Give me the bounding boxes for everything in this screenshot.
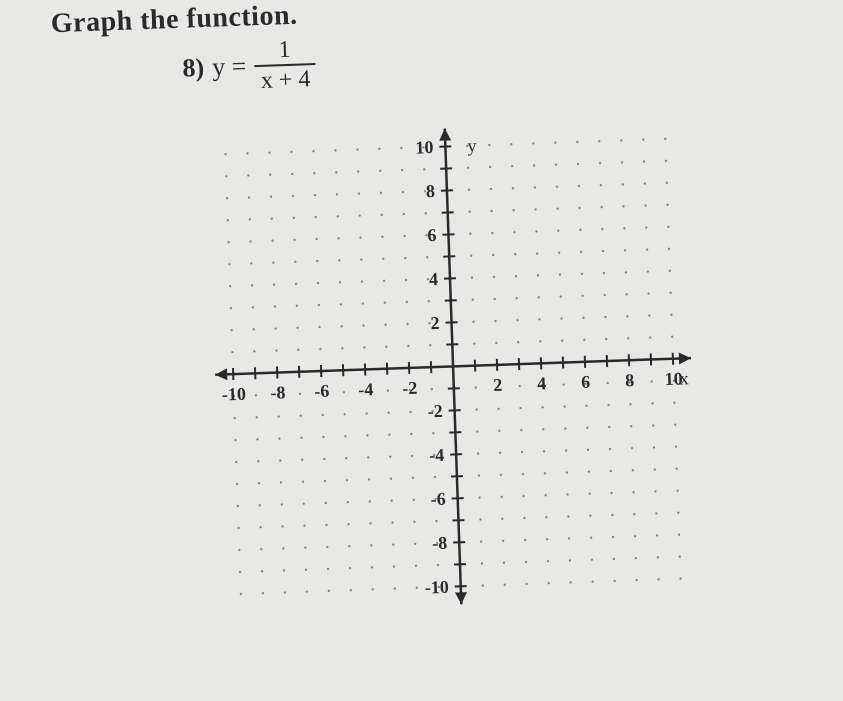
fraction-numerator: 1 — [272, 38, 297, 65]
svg-text:4: 4 — [429, 269, 439, 289]
svg-text:2: 2 — [430, 313, 440, 333]
equation-fraction: 1 x + 4 — [253, 37, 316, 93]
svg-text:10: 10 — [415, 137, 434, 158]
svg-text:8: 8 — [625, 370, 635, 390]
svg-text:6: 6 — [581, 372, 591, 392]
svg-text:-4: -4 — [358, 379, 374, 400]
svg-text:4: 4 — [537, 373, 547, 393]
svg-text:8: 8 — [426, 181, 436, 201]
svg-text:6: 6 — [427, 225, 437, 245]
grid-svg: -10-8-6-4-2246810-10-8-6-4-2246810yx — [154, 96, 752, 646]
svg-text:-2: -2 — [402, 378, 418, 399]
svg-text:-10: -10 — [424, 577, 449, 598]
svg-text:2: 2 — [493, 375, 503, 395]
svg-text:x: x — [679, 368, 689, 388]
coordinate-grid: -10-8-6-4-2246810-10-8-6-4-2246810yx — [154, 94, 835, 652]
problem-number: 8) — [182, 53, 205, 84]
svg-text:-8: -8 — [270, 382, 286, 403]
svg-text:-8: -8 — [432, 533, 448, 554]
svg-text:y: y — [467, 135, 477, 155]
svg-text:-2: -2 — [427, 401, 443, 422]
svg-text:-4: -4 — [429, 445, 445, 466]
equation-lhs: y = — [212, 51, 247, 82]
svg-text:-6: -6 — [314, 381, 330, 402]
fraction-denominator: x + 4 — [254, 65, 316, 93]
svg-text:-10: -10 — [222, 384, 247, 405]
svg-text:-6: -6 — [430, 489, 446, 510]
